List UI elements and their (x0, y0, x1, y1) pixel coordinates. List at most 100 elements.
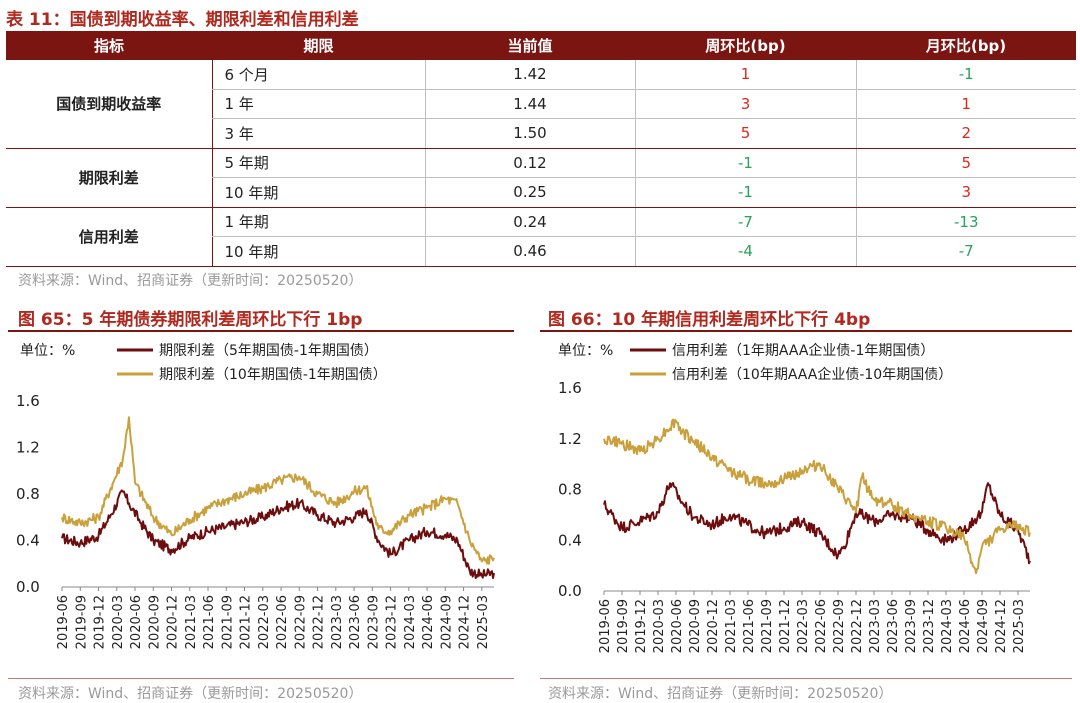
chart66-svg: 单位：% 信用利差（1年期AAA企业债-1年期国债） 信用利差（10年期AAA企业债… (558, 342, 1031, 653)
period-cell: 10 年期 (211, 236, 425, 267)
x-tick-label: 2024-12 (994, 599, 1009, 653)
chart66-title: 图 66：10 年期信用利差周环比下行 4bp (548, 310, 871, 330)
wow-cell: -1 (634, 148, 856, 178)
x-tick-label: 2020-12 (166, 595, 181, 649)
current-cell: 0.25 (424, 177, 635, 208)
current-cell: 0.24 (424, 207, 635, 237)
x-tick-label: 2019-12 (634, 599, 649, 653)
x-tick-label: 2024-09 (439, 595, 454, 649)
x-tick-label: 2020-06 (670, 599, 685, 653)
mom-cell: 1 (855, 89, 1076, 119)
mom-cell: 2 (855, 118, 1076, 149)
x-tick-label: 2019-06 (56, 595, 71, 649)
x-tick-label: 2021-06 (202, 595, 217, 649)
series-line (603, 482, 1031, 565)
x-tick-label: 2022-09 (832, 599, 847, 653)
x-tick-label: 2021-12 (778, 599, 793, 653)
x-tick-label: 2023-09 (366, 595, 381, 649)
x-tick-label: 2023-06 (348, 595, 363, 649)
wow-cell: -7 (634, 207, 856, 237)
period-cell: 6 个月 (211, 60, 425, 90)
unit-label: 单位：% (20, 343, 75, 359)
mom-cell: 3 (855, 177, 1076, 208)
x-tick-label: 2019-06 (598, 599, 613, 653)
x-tick-label: 2022-03 (257, 595, 272, 649)
y-tick-label: 0.8 (558, 481, 582, 499)
x-tick-label: 2023-03 (330, 595, 345, 649)
table-row: 3 年 1.50 5 2 (6, 118, 1076, 149)
current-cell: 0.46 (424, 236, 635, 267)
header-wow: 周环比(bp) (635, 31, 856, 60)
wow-cell: -4 (634, 236, 856, 267)
x-tick-label: 2019-09 (74, 595, 89, 649)
y-tick-label: 0.4 (558, 531, 582, 549)
legend-label: 期限利差（5年期国债-1年期国债） (159, 343, 378, 359)
x-tick-label: 2024-09 (976, 599, 991, 653)
header-mom: 月环比(bp) (856, 31, 1076, 60)
header-current: 当前值 (425, 31, 635, 60)
current-cell: 1.44 (424, 89, 635, 119)
x-tick-label: 2021-06 (742, 599, 757, 653)
x-tick-label: 2020-06 (129, 595, 144, 649)
table-source: 资料来源：Wind、招商证券（更新时间：20250520） (18, 273, 363, 289)
x-tick-label: 2020-12 (706, 599, 721, 653)
legend-label: 信用利差（10年期AAA企业债-10年期国债） (672, 366, 952, 383)
yield-spread-table: 指标 期限 当前值 周环比(bp) 月环比(bp) 国债到期收益率 6 个月 1… (6, 31, 1076, 267)
x-tick-label: 2023-06 (886, 599, 901, 653)
y-tick-label: 0.4 (16, 532, 40, 550)
x-tick-label: 2020-09 (147, 595, 162, 649)
table-row: 信用利差 1 年期 0.24 -7 -13 (6, 207, 1076, 267)
current-cell: 1.42 (424, 60, 635, 90)
wow-cell: -1 (634, 177, 856, 208)
metric-cell: 期限利差 (6, 148, 212, 208)
chart66-source: 资料来源：Wind、招商证券（更新时间：20250520） (548, 686, 893, 702)
wow-cell: 1 (634, 60, 856, 90)
metric-cell: 国债到期收益率 (6, 60, 212, 149)
mom-cell: -1 (855, 60, 1076, 90)
table-row: 期限利差 5 年期 0.12 -1 5 (6, 148, 1076, 208)
x-tick-label: 2022-06 (275, 595, 290, 649)
series-line (603, 418, 1031, 575)
period-cell: 10 年期 (211, 177, 425, 208)
x-tick-label: 2022-12 (850, 599, 865, 653)
x-tick-label: 2024-03 (940, 599, 955, 653)
wow-cell: 5 (634, 118, 856, 149)
table-row: 10 年期 0.46 -4 -7 (6, 236, 1076, 267)
period-cell: 3 年 (211, 118, 425, 149)
x-tick-label: 2024-06 (421, 595, 436, 649)
x-tick-label: 2023-12 (385, 595, 400, 649)
chart65-title: 图 65：5 年期债券期限利差周环比下行 1bp (18, 310, 363, 330)
x-tick-label: 2025-03 (1012, 599, 1027, 653)
y-tick-label: 0.0 (558, 582, 582, 600)
y-tick-label: 1.2 (558, 430, 582, 448)
table-header-row: 指标 期限 当前值 周环比(bp) 月环比(bp) (6, 31, 1076, 60)
mom-cell: -7 (855, 236, 1076, 267)
table-row: 1 年 1.44 3 1 (6, 89, 1076, 119)
x-tick-label: 2019-12 (93, 595, 108, 649)
header-metric: 指标 (6, 31, 212, 60)
period-cell: 1 年 (211, 89, 425, 119)
x-tick-label: 2021-03 (184, 595, 199, 649)
y-tick-label: 1.6 (16, 392, 40, 410)
x-tick-label: 2024-03 (403, 595, 418, 649)
mom-cell: 5 (855, 148, 1076, 178)
y-tick-label: 1.6 (558, 379, 582, 397)
x-tick-label: 2021-12 (239, 595, 254, 649)
x-tick-label: 2022-12 (312, 595, 327, 649)
y-tick-label: 0.0 (16, 578, 40, 596)
current-cell: 1.50 (424, 118, 635, 149)
x-tick-label: 2021-09 (760, 599, 775, 653)
x-tick-label: 2021-03 (724, 599, 739, 653)
x-tick-label: 2023-09 (904, 599, 919, 653)
header-period: 期限 (212, 31, 425, 60)
current-cell: 0.12 (424, 148, 635, 178)
table-title: 表 11：国债到期收益率、期限利差和信用利差 (6, 10, 359, 30)
period-cell: 5 年期 (211, 148, 425, 178)
x-tick-label: 2024-06 (958, 599, 973, 653)
chart66-title-rule (540, 330, 1072, 332)
x-tick-label: 2023-03 (868, 599, 883, 653)
mom-cell: -13 (855, 207, 1076, 237)
table-row: 国债到期收益率 6 个月 1.42 1 -1 (6, 60, 1076, 149)
x-tick-label: 2022-03 (796, 599, 811, 653)
table-row: 10 年期 0.25 -1 3 (6, 177, 1076, 208)
